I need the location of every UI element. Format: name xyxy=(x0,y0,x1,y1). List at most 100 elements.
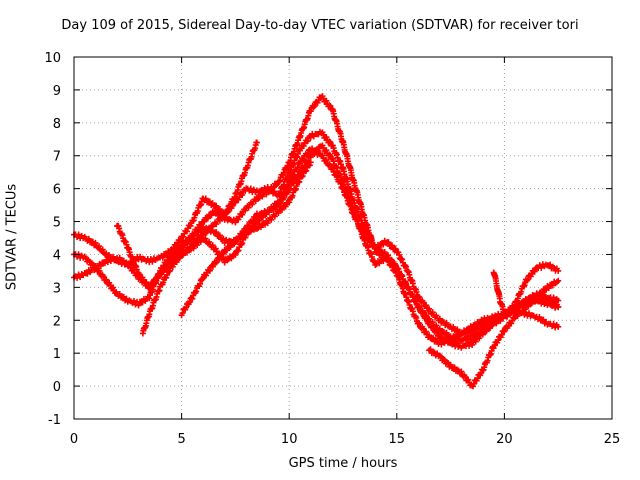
data-point xyxy=(227,244,234,251)
data-point xyxy=(239,191,246,198)
y-tick-label: 10 xyxy=(44,51,61,66)
data-point xyxy=(216,232,223,239)
data-point xyxy=(310,104,317,111)
data-point xyxy=(232,199,239,206)
data-point xyxy=(152,278,159,285)
data-point xyxy=(183,304,190,311)
series-track-3 xyxy=(71,142,562,344)
data-point xyxy=(123,259,130,266)
data-point xyxy=(213,202,220,209)
data-point xyxy=(203,272,210,279)
data-point xyxy=(538,264,545,271)
data-point xyxy=(300,156,307,163)
data-point xyxy=(438,341,445,348)
x-tick-label: 0 xyxy=(70,432,78,447)
data-point xyxy=(466,342,473,349)
data-point xyxy=(275,210,282,217)
data-point xyxy=(100,273,107,280)
data-point xyxy=(212,245,219,252)
data-point xyxy=(498,331,505,338)
data-point xyxy=(299,173,306,180)
data-point xyxy=(550,320,557,327)
data-point xyxy=(165,261,172,268)
data-point xyxy=(469,325,476,332)
y-tick-label: 6 xyxy=(53,183,61,198)
data-point xyxy=(426,305,433,312)
data-point xyxy=(206,267,213,274)
y-axis-label: SDTVAR / TECUs xyxy=(4,183,20,291)
series-track-8 xyxy=(490,269,562,317)
data-point xyxy=(371,242,378,249)
data-point xyxy=(143,279,150,286)
data-point xyxy=(416,304,423,311)
y-tick-label: 8 xyxy=(53,117,61,132)
data-point xyxy=(136,271,143,278)
data-point xyxy=(469,341,476,348)
data-point xyxy=(462,329,469,336)
data-point xyxy=(487,325,494,332)
data-point xyxy=(466,336,473,343)
data-point xyxy=(232,219,239,226)
y-tick-label: 0 xyxy=(53,380,61,395)
data-point xyxy=(268,216,275,223)
data-point xyxy=(539,297,546,304)
data-point xyxy=(97,262,104,269)
data-point xyxy=(482,317,489,324)
data-point xyxy=(96,267,103,274)
data-point xyxy=(429,309,436,316)
data-point xyxy=(389,242,396,249)
y-tick-label: 1 xyxy=(53,347,61,362)
x-tick-label: 5 xyxy=(177,432,185,447)
data-point xyxy=(135,302,142,309)
data-point xyxy=(307,108,314,115)
grid-layer xyxy=(74,57,612,419)
data-point xyxy=(259,214,266,221)
x-axis-label: GPS time / hours xyxy=(288,456,398,471)
data-point xyxy=(189,243,196,250)
x-tick-label: 20 xyxy=(496,432,513,447)
data-point xyxy=(392,245,399,252)
data-point xyxy=(319,152,326,159)
data-point xyxy=(472,338,479,345)
data-point xyxy=(110,284,117,291)
data-point xyxy=(303,167,310,174)
data-point xyxy=(116,254,123,261)
data-point xyxy=(103,276,110,283)
data-point xyxy=(423,302,430,309)
data-point xyxy=(416,294,423,301)
data-point xyxy=(169,263,176,270)
data-point xyxy=(151,279,158,286)
data-point xyxy=(204,215,211,222)
x-tick-label: 25 xyxy=(604,432,621,447)
axis-layer: 0 5 10 15 20 25 -1 0 1 2 3 4 5 6 7 8 9 10 xyxy=(44,51,620,447)
data-point xyxy=(474,375,481,382)
data-point xyxy=(306,162,313,169)
data-point xyxy=(239,211,246,218)
data-point xyxy=(555,277,562,284)
data-point xyxy=(453,340,460,347)
data-point xyxy=(99,246,106,253)
data-point xyxy=(96,243,103,250)
data-point xyxy=(388,257,395,264)
data-point xyxy=(207,226,214,233)
data-point xyxy=(524,276,531,283)
data-point xyxy=(501,328,508,335)
y-tick-label: 7 xyxy=(53,150,61,165)
data-point xyxy=(220,214,227,221)
data-point xyxy=(385,239,392,246)
data-point xyxy=(416,320,423,327)
data-point xyxy=(450,333,457,340)
data-point xyxy=(423,315,430,322)
y-tick-label: 5 xyxy=(53,216,61,231)
data-point xyxy=(304,137,311,144)
data-point xyxy=(323,134,330,141)
data-point xyxy=(209,200,216,207)
x-tick-label: 10 xyxy=(281,432,298,447)
data-point xyxy=(186,299,193,306)
data-point xyxy=(196,236,203,243)
data-point xyxy=(426,332,433,339)
data-point xyxy=(137,253,144,260)
data-point xyxy=(92,262,99,269)
y-tick-label: 9 xyxy=(53,84,61,99)
y-tick-label: 4 xyxy=(53,248,61,263)
